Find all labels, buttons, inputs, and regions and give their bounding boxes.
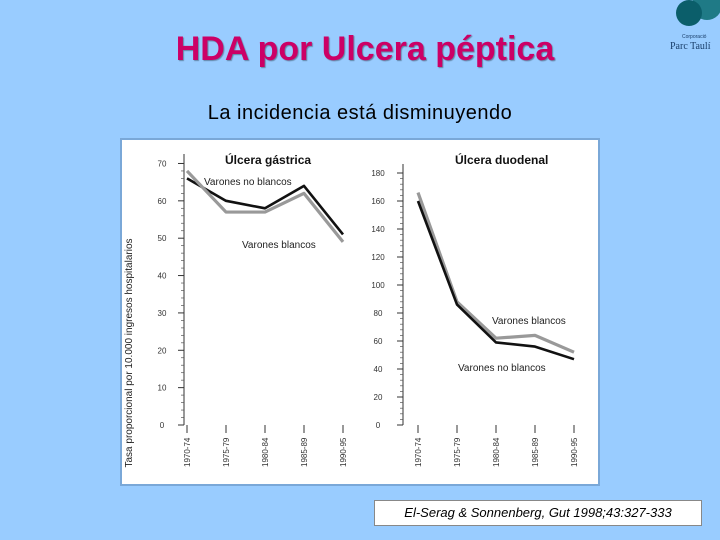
duodenal-y-tick-label: 20 (374, 393, 383, 402)
duodenal-x-tick-label: 1980-84 (492, 437, 501, 467)
duodenal-y-tick-label: 160 (371, 197, 385, 206)
duodenal-x-tick-label: 1990-95 (570, 437, 579, 467)
charts-svg: Tasa proporcional por 10.000 ingresos ho… (120, 138, 600, 486)
duodenal-x-tick-label: 1975-79 (453, 437, 462, 467)
gastric-y-tick-label: 60 (158, 197, 167, 206)
gastric-x-tick-label: 1970-74 (183, 437, 192, 467)
gastric-y-tick-label: 50 (158, 234, 167, 243)
parc-tauli-logo: Corporació Parc Taulí (668, 0, 720, 60)
gastric-y-tick-label: 70 (158, 159, 167, 168)
gastric-x-tick-label: 1990-95 (339, 437, 348, 467)
duodenal-series-line-1 (416, 200, 575, 361)
gastric-x-tick-label: 1975-79 (222, 437, 231, 467)
duodenal-series-line-0 (416, 192, 575, 354)
gastric-y-tick-label: 20 (158, 346, 167, 355)
duodenal-y-tick-label: 80 (374, 309, 383, 318)
chart-border (120, 138, 600, 486)
duodenal-ulcer-chart: Úlcera duodenal 0 20 40 60 80 100 120 140 160 180 1… (371, 152, 579, 467)
y-axis-label: Tasa proporcional por 10.000 ingresos ho… (124, 238, 135, 467)
gastric-y-tick-label: 30 (158, 309, 167, 318)
duodenal-chart-title: Úlcera duodenal (455, 152, 548, 167)
duodenal-y-tick-label: 180 (371, 169, 385, 178)
duodenal-x-tick-label: 1970-74 (414, 437, 423, 467)
gastric-x-tick-label: 1985-89 (300, 437, 309, 467)
logo-text: Parc Taulí (670, 41, 711, 52)
chart-panel: Tasa proporcional por 10.000 ingresos ho… (120, 138, 600, 486)
gastric-x-tick-label: 1980-84 (261, 437, 270, 467)
logo-circle-icon (676, 0, 702, 26)
citation: El-Serag & Sonnenberg, Gut 1998;43:327-3… (374, 500, 702, 526)
gastric-ulcer-chart: Úlcera gástrica 0 10 20 30 40 50 60 70 1970-74 197… (158, 152, 348, 467)
gastric-y-tick-label: 10 (158, 384, 167, 393)
duodenal-y-tick-label: 120 (371, 253, 385, 262)
duodenal-y-tick-label: 140 (371, 225, 385, 234)
duodenal-y-tick-label: 40 (374, 365, 383, 374)
gastric-series-line-0 (186, 177, 345, 236)
slide-subtitle: La incidencia está disminuyendo (207, 102, 513, 124)
slide-title: HDA por Ulcera péptica (175, 30, 555, 68)
duodenal-y-tick-label: 100 (371, 281, 385, 290)
duodenal-series-label-0: Varones blancos (492, 316, 566, 327)
duodenal-y-tick-label: 0 (376, 421, 381, 430)
gastric-series-label-0: Varones no blancos (204, 177, 292, 188)
gastric-y-tick-label: 40 (158, 272, 167, 281)
gastric-series-label-1: Varones blancos (242, 240, 316, 251)
duodenal-x-tick-label: 1985-89 (531, 437, 540, 467)
duodenal-y-tick-label: 60 (374, 337, 383, 346)
logo-small-text: Corporació (682, 34, 707, 40)
gastric-y-tick-label: 0 (160, 421, 165, 430)
gastric-series-line-1 (185, 169, 345, 243)
gastric-chart-title: Úlcera gástrica (225, 152, 311, 167)
duodenal-series-label-1: Varones no blancos (458, 363, 546, 374)
